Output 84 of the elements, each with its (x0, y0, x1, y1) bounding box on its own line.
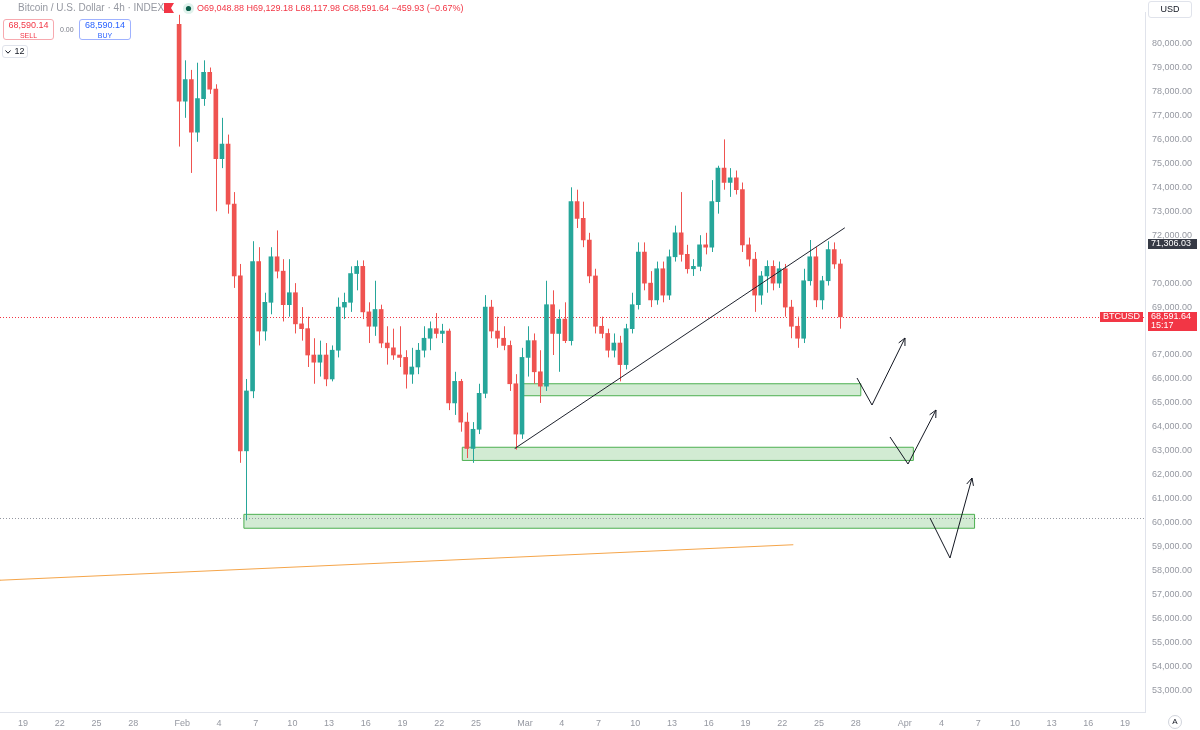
x-tick-label: 16 (1083, 717, 1094, 728)
y-tick-label: 69,000.00 (1152, 301, 1193, 312)
candlestick (703, 232, 709, 255)
y-tick-label: 58,000.00 (1152, 565, 1193, 576)
y-tick-label: 56,000.00 (1152, 613, 1193, 624)
candlestick (409, 347, 415, 385)
y-tick-label: 54,000.00 (1152, 660, 1193, 671)
text: 71,306.03 (1151, 238, 1192, 249)
y-tick-label: 75,000.00 (1152, 157, 1193, 168)
x-tick-label: 10 (630, 717, 641, 728)
x-tick-label: Mar (517, 717, 533, 728)
x-tick-label: 7 (975, 717, 981, 728)
x-tick-label: 13 (666, 717, 678, 728)
x-tick-label: 22 (434, 717, 445, 728)
x-tick-label: 19 (740, 717, 751, 728)
candlestick (831, 241, 837, 270)
x-tick-label: Feb (174, 717, 190, 728)
candlestick (440, 323, 445, 344)
candlestick (452, 371, 457, 416)
candlestick (556, 308, 562, 373)
candlestick (580, 201, 586, 248)
text: 15:17 (1151, 320, 1174, 331)
x-tick-label: 19 (397, 717, 408, 728)
y-tick-label: 66,000.00 (1152, 373, 1193, 384)
y-tick-label: 59,000.00 (1152, 541, 1193, 552)
x-tick-label: 22 (54, 717, 65, 728)
y-tick-label: 74,000.00 (1152, 181, 1193, 192)
x-tick-label: 28 (850, 717, 861, 728)
x-tick-label: 10 (1009, 717, 1020, 728)
x-tick-label: 25 (471, 717, 482, 728)
y-tick-label: 64,000.00 (1152, 421, 1193, 432)
annotation: 12 (14, 46, 25, 56)
ref-line-label: BTCUSD (1103, 311, 1141, 322)
text: 68,591.64 (1151, 311, 1192, 322)
y-tick-label: 67,000.00 (1152, 349, 1193, 360)
auto-scale-button: A (1168, 715, 1182, 729)
y-tick-label: 55,000.00 (1152, 637, 1193, 647)
chart-title: Bitcoin / U.S. Dollar · 4h · INDEX (18, 2, 165, 13)
candlestick (207, 67, 213, 95)
candlestick (648, 270, 653, 308)
annotation: 68,590.14 (8, 19, 49, 30)
x-tick-label: 4 (216, 717, 222, 728)
x-tick-label: 22 (777, 717, 788, 728)
currency-button: USD (1148, 1, 1192, 18)
x-tick-label: 16 (703, 717, 714, 728)
y-tick-label: 62,000.00 (1152, 469, 1193, 480)
y-tick-label: 80,000.00 (1152, 38, 1193, 49)
y-tick-label: 73,000.00 (1152, 205, 1193, 216)
dropdown-button: 12 (2, 45, 28, 58)
candlestick (433, 312, 439, 339)
x-tick-label: 16 (360, 717, 371, 728)
candlestick (286, 258, 292, 318)
y-tick-label: 72,000.00 (1152, 229, 1193, 240)
x-tick-label: 25 (91, 717, 102, 728)
candlestick (182, 59, 188, 119)
x-tick-label: Apr (897, 717, 912, 728)
x-tick-label: 4 (559, 717, 565, 728)
y-tick-label: 65,000.00 (1152, 397, 1193, 408)
x-tick-label: 25 (813, 717, 824, 728)
x-tick-label: 10 (287, 717, 298, 728)
chart-subtitle: O69,048.88 H69,129.18 L68,117.98 C68,591.64 −459.93 (−0.67%) (197, 3, 464, 13)
x-tick-label: 4 (938, 717, 944, 728)
x-tick-label: 7 (253, 717, 259, 728)
y-tick-label: 70,000.00 (1152, 277, 1193, 288)
y-tick-label: 63,000.00 (1152, 445, 1193, 456)
y-tick-label: 79,000.00 (1152, 61, 1193, 72)
y-tick-label: 57,000.00 (1152, 589, 1193, 600)
x-tick-label: 13 (324, 717, 335, 728)
candlestick (758, 270, 764, 306)
x-tick-label: 19 (17, 717, 28, 728)
y-tick-label: 53,000.00 (1152, 684, 1193, 695)
y-tick-label: 76,000.00 (1152, 133, 1193, 144)
x-tick-label: 19 (1120, 717, 1131, 728)
annotation: 68,590.14 (84, 19, 126, 30)
x-tick-label: 28 (128, 717, 139, 728)
y-tick-label: 78,000.00 (1152, 85, 1193, 96)
y-tick-label: 77,000.00 (1152, 109, 1193, 120)
y-tick-label: 60,000.00 (1152, 517, 1193, 528)
candlestick (727, 167, 733, 198)
y-tick-label: 61,000.00 (1152, 493, 1193, 504)
x-tick-label: 7 (596, 717, 602, 728)
candlestick (427, 320, 433, 351)
x-tick-label: 13 (1046, 717, 1057, 728)
candlestick (311, 337, 317, 385)
